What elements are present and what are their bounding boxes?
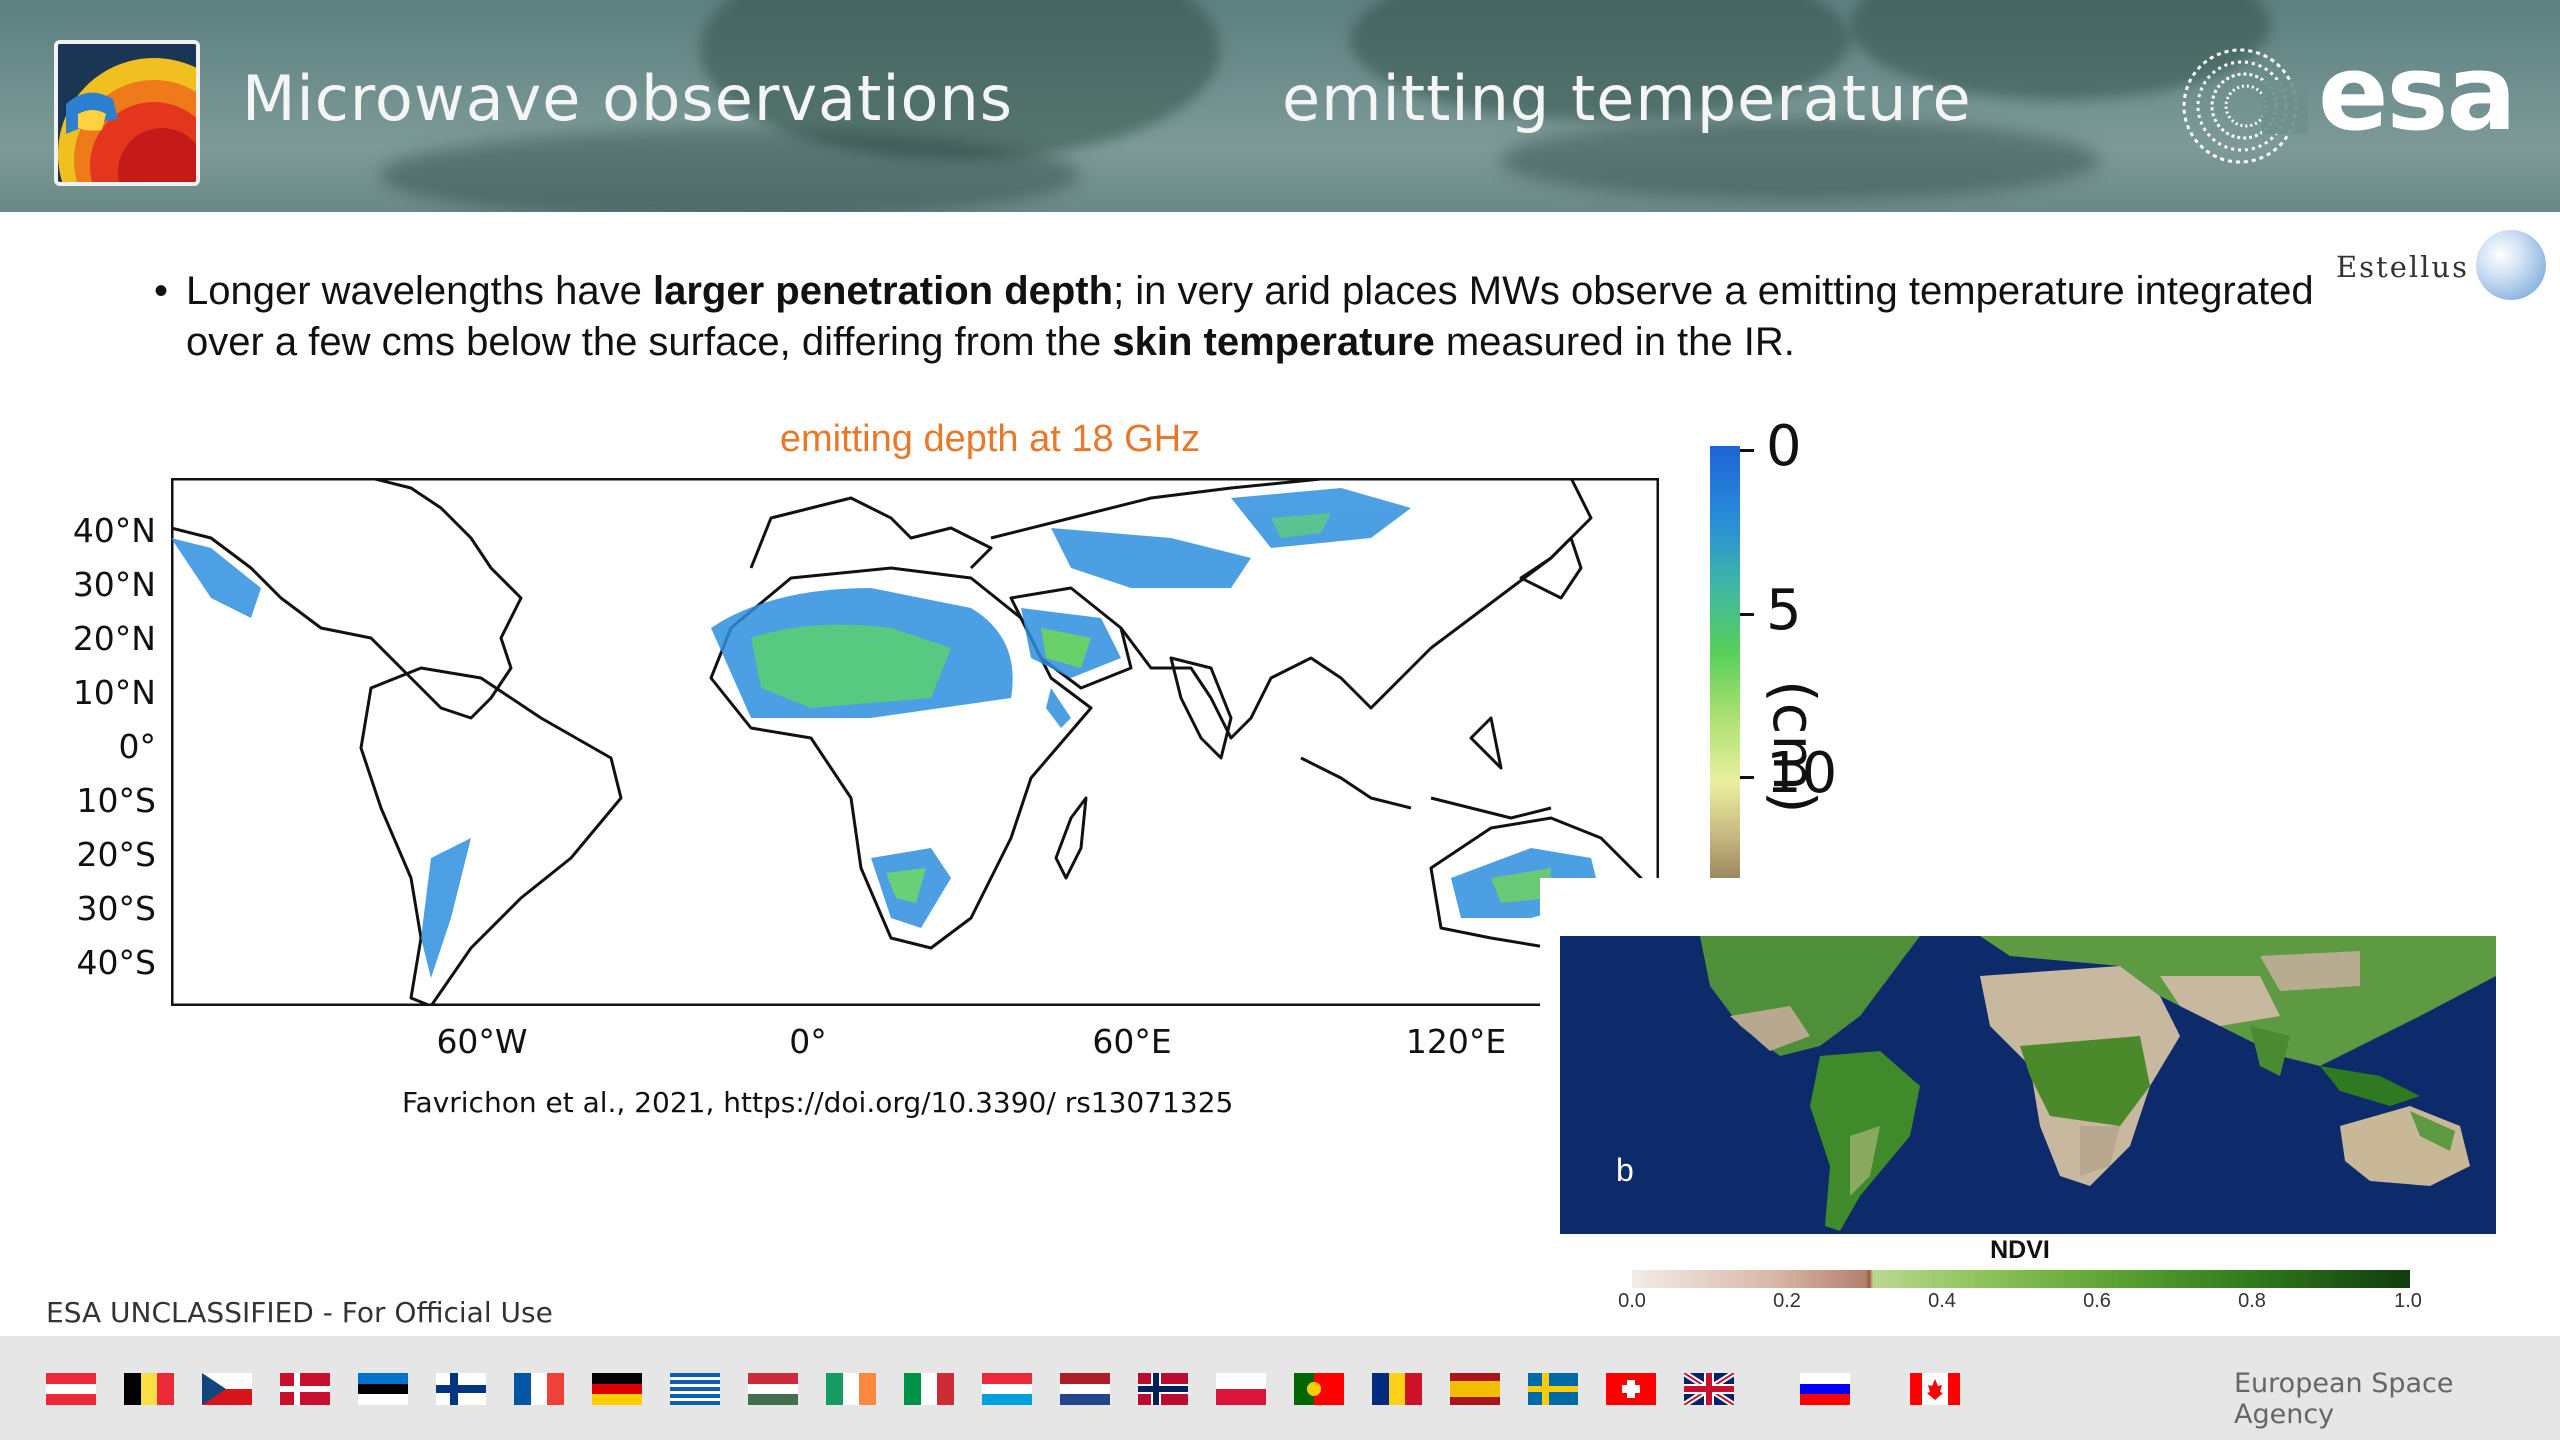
ndvi-colorbar [1632, 1270, 2410, 1288]
citation: Favrichon et al., 2021, https://doi.org/… [402, 1086, 1234, 1119]
flag-greece-icon [670, 1373, 720, 1405]
flag-czech-republic-icon [202, 1373, 252, 1405]
lat-label-40n: 40°N [72, 511, 156, 550]
bullet-text-2: ; in very arid places MWs observe a emit… [186, 269, 2314, 364]
lat-label-30n: 30°N [72, 565, 156, 604]
flag-finland-icon [436, 1373, 486, 1405]
flag-spain-icon [1450, 1373, 1500, 1405]
flag-norway-icon [1138, 1373, 1188, 1405]
footer-bar [0, 1336, 2560, 1440]
flag-germany-icon [592, 1373, 642, 1405]
estellus-text: Estellus [2336, 250, 2469, 284]
lon-label-120e: 120°E [1405, 1022, 1507, 1061]
ndvi-title: NDVI [1990, 1236, 2050, 1264]
flag-ireland-icon [826, 1373, 876, 1405]
lon-label-60e: 60°E [1092, 1022, 1172, 1061]
flag-italy-icon [904, 1373, 954, 1405]
lat-label-40s: 40°S [76, 943, 156, 982]
lat-label-10s: 10°S [76, 781, 156, 820]
lon-label-60w: 60°W [436, 1022, 528, 1061]
flag-switzerland-icon [1606, 1373, 1656, 1405]
esa-spiral-logo-icon [2182, 48, 2308, 164]
flag-luxembourg-icon [982, 1373, 1032, 1405]
colorbar-tick-10 [1740, 776, 1754, 779]
colorbar-label-0: 0 [1766, 414, 1802, 479]
colorbar-unit: (cm) [1760, 680, 1828, 814]
lat-label-20n: 20°N [72, 619, 156, 658]
bullet-emphasis-penetration: larger penetration depth [653, 269, 1114, 313]
header-title-left: Microwave observations [242, 62, 1014, 135]
earth-thermal-thumbnail-icon [54, 40, 200, 186]
flag-portugal-icon [1294, 1373, 1344, 1405]
bullet-text-3: measured in the IR. [1434, 320, 1795, 364]
flag-poland-icon [1216, 1373, 1266, 1405]
lon-label-0: 0° [789, 1022, 827, 1061]
flag-denmark-icon [280, 1373, 330, 1405]
flag-canada-icon [1910, 1373, 1960, 1405]
lat-label-10n: 10°N [72, 673, 156, 712]
ndvi-tick-04: 0.4 [1928, 1290, 1956, 1312]
flag-austria-icon [46, 1373, 96, 1405]
bullet-text-1: Longer wavelengths have [186, 269, 653, 313]
ndvi-tick-06: 0.6 [2083, 1290, 2111, 1312]
lat-label-30s: 30°S [76, 889, 156, 928]
estellus-logo: Estellus [2334, 222, 2549, 304]
esa-logo-text: esa [2318, 32, 2517, 154]
flag-belgium-icon [124, 1373, 174, 1405]
emitting-depth-map [171, 478, 1659, 1006]
colorbar-tick-0 [1740, 449, 1754, 452]
ndvi-tick-08: 0.8 [2238, 1290, 2266, 1312]
flag-sweden-icon [1528, 1373, 1578, 1405]
header-title-right: emitting temperature [1282, 62, 1972, 135]
flag-united-kingdom-icon [1684, 1373, 1734, 1405]
bullet-emphasis-skin-temperature: skin temperature [1112, 320, 1435, 364]
ndvi-tick-10: 1.0 [2394, 1290, 2422, 1312]
estellus-globe-icon [2476, 230, 2546, 300]
classification-label: ESA UNCLASSIFIED - For Official Use [46, 1296, 553, 1329]
header-banner: Microwave observations emitting temperat… [0, 0, 2560, 212]
ndvi-map: b [1560, 936, 2496, 1234]
map-title: emitting depth at 18 GHz [779, 418, 1201, 460]
flag-hungary-icon [748, 1373, 798, 1405]
flag-france-icon [514, 1373, 564, 1405]
footer-agency-label: European Space Agency [2234, 1368, 2454, 1430]
colorbar-label-5: 5 [1766, 578, 1802, 643]
flag-netherlands-icon [1060, 1373, 1110, 1405]
ndvi-panel-label: b [1616, 1152, 1634, 1188]
colorbar-label-10: 10 [1766, 741, 1838, 806]
ndvi-tick-0: 0.0 [1618, 1290, 1646, 1312]
colorbar-tick-5 [1740, 613, 1754, 616]
flag-slovenia-icon [1800, 1373, 1850, 1405]
bullet-point: • Longer wavelengths have larger penetra… [154, 269, 2314, 364]
lat-label-20s: 20°S [76, 835, 156, 874]
esa-logo: esa [2178, 32, 2528, 170]
flag-estonia-icon [358, 1373, 408, 1405]
lat-label-0: 0° [118, 727, 157, 766]
flag-romania-icon [1372, 1373, 1422, 1405]
ndvi-tick-02: 0.2 [1773, 1290, 1801, 1312]
depth-colorbar [1710, 446, 1740, 878]
